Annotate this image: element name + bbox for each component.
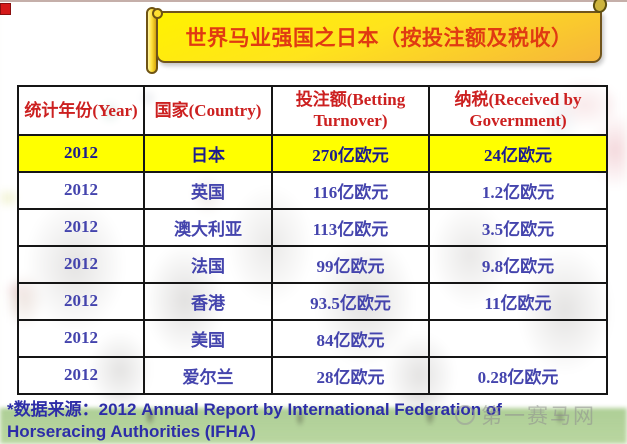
cell-country: 爱尔兰 (143, 355, 273, 395)
banner-curl-icon (152, 8, 163, 19)
cell-turnover: 93.5亿欧元 (271, 281, 430, 321)
watermark-logo-icon (455, 405, 475, 425)
grass-strip (0, 408, 627, 444)
cell-tax: 0.28亿欧元 (428, 355, 608, 395)
header-tax-received: 纳税(Received by Government) (428, 85, 608, 136)
cell-country: 法国 (143, 244, 273, 284)
cell-turnover: 116亿欧元 (271, 170, 430, 210)
cell-year: 2012 (17, 318, 145, 358)
cell-country: 香港 (143, 281, 273, 321)
table-row-ireland: 2012 爱尔兰 28亿欧元 0.28亿欧元 (17, 355, 608, 395)
cell-tax: 9.8亿欧元 (428, 244, 608, 284)
table-row-uk: 2012 英国 116亿欧元 1.2亿欧元 (17, 170, 608, 210)
cell-turnover: 28亿欧元 (271, 355, 430, 395)
cell-year: 2012 (17, 281, 145, 321)
cell-year: 2012 (17, 355, 145, 395)
cell-turnover: 270亿欧元 (271, 133, 430, 173)
top-border-line (0, 0, 627, 2)
slide-title: 世界马业强国之日本（按投注额及税收） (185, 26, 573, 50)
table-row-france: 2012 法国 99亿欧元 9.8亿欧元 (17, 244, 608, 284)
cell-tax (428, 318, 608, 358)
data-source-line1: *数据来源：2012 Annual Report by Internationa… (7, 400, 502, 419)
cell-country: 美国 (143, 318, 273, 358)
cell-turnover: 99亿欧元 (271, 244, 430, 284)
header-country: 国家(Country) (143, 85, 273, 136)
data-source-note: *数据来源：2012 Annual Report by Internationa… (7, 399, 607, 443)
cell-turnover: 84亿欧元 (271, 318, 430, 358)
table-row-usa: 2012 美国 84亿欧元 (17, 318, 608, 358)
cell-tax: 24亿欧元 (428, 133, 608, 173)
data-source-line2: Horseracing Authorities (IFHA) (7, 421, 256, 441)
cell-country: 英国 (143, 170, 273, 210)
cell-year: 2012 (17, 133, 145, 173)
header-betting-turnover: 投注额(Betting Turnover) (271, 85, 430, 136)
table-row-australia: 2012 澳大利亚 113亿欧元 3.5亿欧元 (17, 207, 608, 247)
cell-tax: 1.2亿欧元 (428, 170, 608, 210)
statistics-table: 统计年份(Year) 国家(Country) 投注额(Betting Turno… (17, 85, 608, 395)
header-year: 统计年份(Year) (17, 85, 145, 136)
table-row-japan: 2012 日本 270亿欧元 24亿欧元 (17, 133, 608, 173)
table-row-hongkong: 2012 香港 93.5亿欧元 11亿欧元 (17, 281, 608, 321)
cell-tax: 3.5亿欧元 (428, 207, 608, 247)
table-header-row: 统计年份(Year) 国家(Country) 投注额(Betting Turno… (17, 85, 608, 136)
red-corner-marker (0, 3, 11, 15)
cell-country: 日本 (143, 133, 273, 173)
cell-turnover: 113亿欧元 (271, 207, 430, 247)
cell-year: 2012 (17, 244, 145, 284)
title-banner: 世界马业强国之日本（按投注额及税收） (156, 11, 602, 63)
watermark: 第一赛马网 (455, 400, 596, 430)
watermark-text: 第一赛马网 (481, 405, 596, 428)
cell-year: 2012 (17, 170, 145, 210)
cell-country: 澳大利亚 (143, 207, 273, 247)
cell-tax: 11亿欧元 (428, 281, 608, 321)
cell-year: 2012 (17, 207, 145, 247)
